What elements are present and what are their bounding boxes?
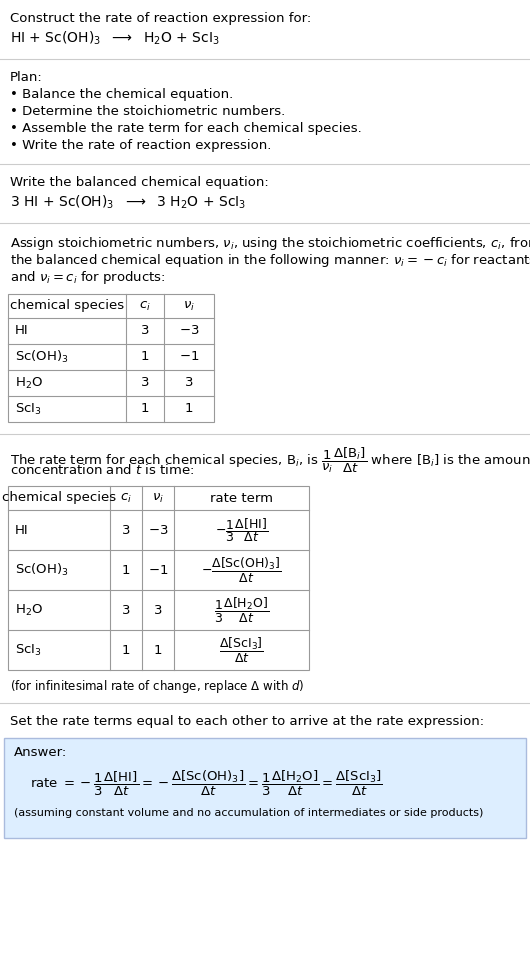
Bar [4,738,526,838]
Text: Construct the rate of reaction expression for:: Construct the rate of reaction expressio… [10,12,311,25]
Text: 3: 3 [122,523,130,537]
Text: $c_i$: $c_i$ [139,300,151,312]
Text: the balanced chemical equation in the following manner: $\nu_i = -c_i$ for react: the balanced chemical equation in the fo… [10,252,530,269]
Text: $-1$: $-1$ [148,563,168,577]
Text: 3 HI + Sc(OH)$_3$  $\longrightarrow$  3 H$_2$O + ScI$_3$: 3 HI + Sc(OH)$_3$ $\longrightarrow$ 3 H$… [10,194,246,212]
Text: Assign stoichiometric numbers, $\nu_i$, using the stoichiometric coefficients, $: Assign stoichiometric numbers, $\nu_i$, … [10,235,530,252]
Text: concentration and $t$ is time:: concentration and $t$ is time: [10,463,194,477]
Text: HI: HI [15,523,29,537]
Text: $\dfrac{\Delta[\mathrm{ScI_3}]}{\Delta t}$: $\dfrac{\Delta[\mathrm{ScI_3}]}{\Delta t… [219,635,264,665]
Text: $-1$: $-1$ [179,350,199,363]
Text: $\dfrac{1}{3}\dfrac{\Delta[\mathrm{H_2O}]}{\Delta t}$: $\dfrac{1}{3}\dfrac{\Delta[\mathrm{H_2O}… [214,595,269,625]
Text: (assuming constant volume and no accumulation of intermediates or side products): (assuming constant volume and no accumul… [14,808,483,818]
Text: ScI$_3$: ScI$_3$ [15,642,42,658]
Text: $-3$: $-3$ [148,523,168,537]
Text: • Assemble the rate term for each chemical species.: • Assemble the rate term for each chemic… [10,122,362,135]
Text: H$_2$O: H$_2$O [15,602,43,618]
Text: H$_2$O: H$_2$O [15,376,43,390]
Text: 1: 1 [122,563,130,577]
Text: The rate term for each chemical species, B$_i$, is $\dfrac{1}{\nu_i}\dfrac{\Delt: The rate term for each chemical species,… [10,446,530,475]
Text: Answer:: Answer: [14,746,67,759]
Text: 3: 3 [141,377,149,389]
Text: rate term: rate term [210,492,273,505]
Text: 1: 1 [141,402,149,416]
Text: HI: HI [15,324,29,338]
Text: 1: 1 [185,402,193,416]
Text: $\nu_i$: $\nu_i$ [183,300,195,312]
Text: 3: 3 [141,324,149,338]
Text: • Write the rate of reaction expression.: • Write the rate of reaction expression. [10,139,271,152]
Text: (for infinitesimal rate of change, replace $\Delta$ with $d$): (for infinitesimal rate of change, repla… [10,678,304,695]
Text: chemical species: chemical species [2,492,116,505]
Text: Set the rate terms equal to each other to arrive at the rate expression:: Set the rate terms equal to each other t… [10,715,484,728]
Text: Plan:: Plan: [10,71,43,84]
Text: $c_i$: $c_i$ [120,492,132,505]
Text: rate $= -\dfrac{1}{3}\dfrac{\Delta[\mathrm{HI}]}{\Delta t} = -\dfrac{\Delta[\mat: rate $= -\dfrac{1}{3}\dfrac{\Delta[\math… [30,769,383,798]
Bar [8,294,214,422]
Text: 1: 1 [141,350,149,363]
Text: chemical species: chemical species [10,300,124,312]
Text: HI + Sc(OH)$_3$  $\longrightarrow$  H$_2$O + ScI$_3$: HI + Sc(OH)$_3$ $\longrightarrow$ H$_2$O… [10,30,220,48]
Text: 1: 1 [154,643,162,657]
Text: $\nu_i$: $\nu_i$ [152,492,164,505]
Text: $-3$: $-3$ [179,324,199,338]
Text: • Determine the stoichiometric numbers.: • Determine the stoichiometric numbers. [10,105,285,118]
Text: 3: 3 [122,603,130,617]
Text: $-\dfrac{\Delta[\mathrm{Sc(OH)_3}]}{\Delta t}$: $-\dfrac{\Delta[\mathrm{Sc(OH)_3}]}{\Del… [201,555,282,585]
Text: and $\nu_i = c_i$ for products:: and $\nu_i = c_i$ for products: [10,269,165,286]
Text: 3: 3 [154,603,162,617]
Text: $-\dfrac{1}{3}\dfrac{\Delta[\mathrm{HI}]}{\Delta t}$: $-\dfrac{1}{3}\dfrac{\Delta[\mathrm{HI}]… [215,516,268,544]
Text: ScI$_3$: ScI$_3$ [15,401,42,417]
Text: Sc(OH)$_3$: Sc(OH)$_3$ [15,562,69,578]
Text: • Balance the chemical equation.: • Balance the chemical equation. [10,88,233,101]
Text: Sc(OH)$_3$: Sc(OH)$_3$ [15,349,69,365]
Text: 1: 1 [122,643,130,657]
Text: 3: 3 [185,377,193,389]
Bar [8,486,309,670]
Text: Write the balanced chemical equation:: Write the balanced chemical equation: [10,176,269,189]
